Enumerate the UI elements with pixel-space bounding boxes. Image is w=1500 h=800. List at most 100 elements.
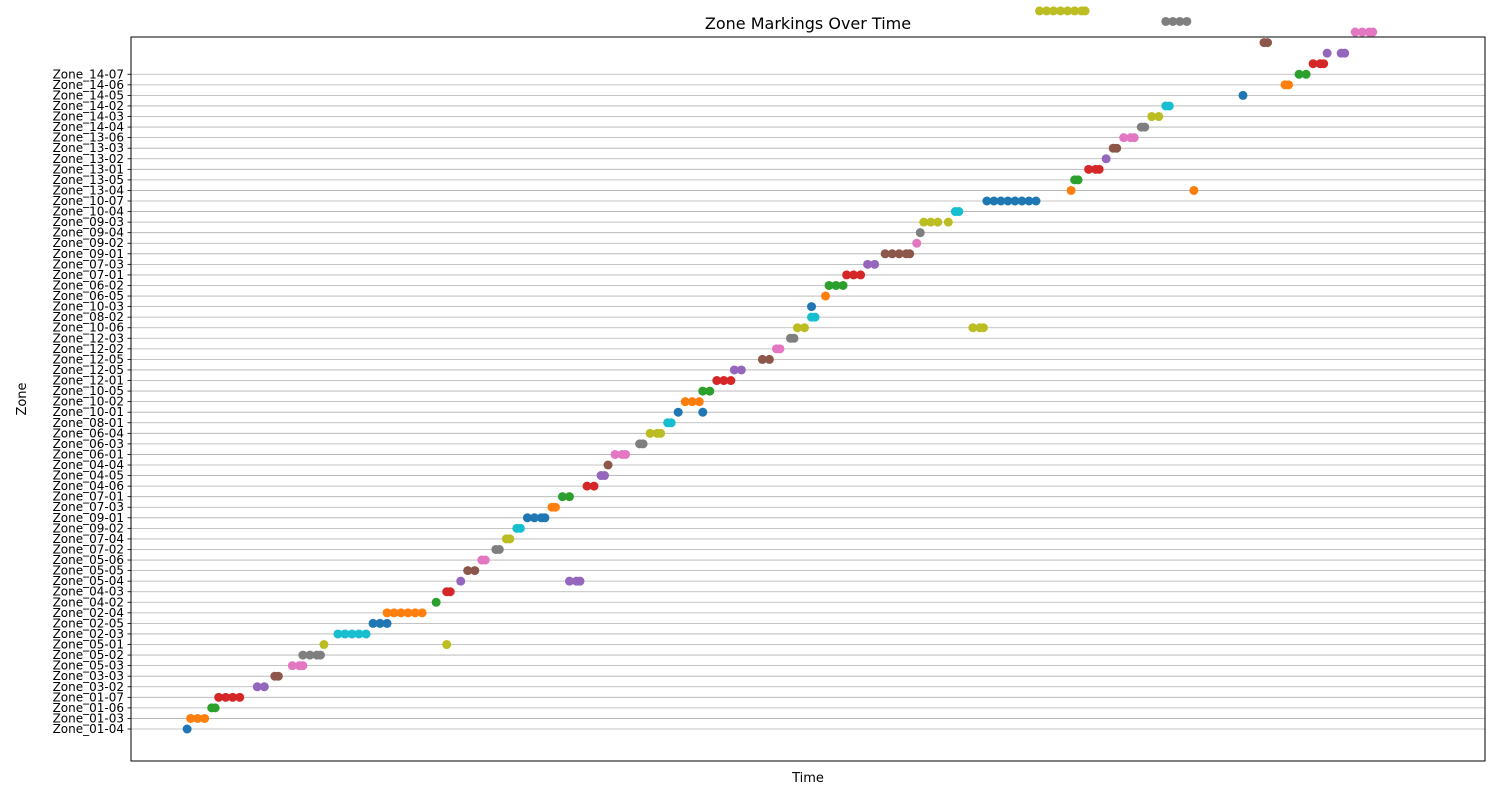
y-tick-label: Zone_08-01 xyxy=(53,416,124,430)
data-point xyxy=(996,196,1006,206)
data-point xyxy=(1094,164,1104,174)
data-point xyxy=(442,640,452,650)
data-point xyxy=(505,534,515,544)
y-tick-label: Zone_13-04 xyxy=(53,183,124,197)
y-tick-label: Zone_09-01 xyxy=(53,511,124,525)
y-tick-label: Zone_07-01 xyxy=(53,268,124,282)
data-point xyxy=(214,692,224,702)
data-point xyxy=(680,397,690,407)
data-point xyxy=(645,428,655,438)
series-14 xyxy=(456,576,585,586)
data-point xyxy=(1168,16,1178,26)
data-point xyxy=(600,471,610,481)
data-point xyxy=(259,682,269,692)
data-point xyxy=(333,629,343,639)
data-point xyxy=(810,312,820,322)
data-point xyxy=(1066,185,1076,195)
data-point xyxy=(1301,69,1311,79)
data-point xyxy=(589,481,599,491)
series-61 xyxy=(1280,80,1294,90)
y-tick-label: Zone_13-02 xyxy=(53,152,124,166)
y-tick-label: Zone_12-01 xyxy=(53,374,124,388)
y-tick-label: Zone_01-06 xyxy=(53,701,124,715)
series-1 xyxy=(186,713,210,723)
y-tick-label: Zone_04-03 xyxy=(53,585,124,599)
data-point xyxy=(1175,16,1185,26)
data-point xyxy=(712,376,722,386)
data-point xyxy=(1340,48,1350,58)
series-46 xyxy=(912,238,922,248)
data-point xyxy=(989,196,999,206)
series-60 xyxy=(1238,90,1248,100)
data-point xyxy=(954,207,964,217)
data-point xyxy=(1056,6,1066,16)
data-point xyxy=(1154,112,1164,122)
y-tick-label: Zone_12-02 xyxy=(53,342,124,356)
data-point xyxy=(792,323,802,333)
y-tick-label: Zone_03-03 xyxy=(53,669,124,683)
data-point xyxy=(515,523,525,533)
y-tick-layer: Zone_01-04Zone_01-03Zone_01-06Zone_01-07… xyxy=(53,67,131,736)
data-point xyxy=(200,713,210,723)
data-point xyxy=(375,618,385,628)
data-point xyxy=(252,682,262,692)
data-point xyxy=(470,566,480,576)
y-tick-label: Zone_10-06 xyxy=(53,321,124,335)
y-tick-label: Zone_01-04 xyxy=(53,722,124,736)
data-point xyxy=(1084,164,1094,174)
y-tick-label: Zone_04-04 xyxy=(53,458,124,472)
data-point xyxy=(698,407,708,417)
data-point xyxy=(1161,16,1171,26)
data-point xyxy=(842,270,852,280)
y-tick-label: Zone_14-06 xyxy=(53,78,124,92)
data-point xyxy=(368,618,378,628)
series-28 xyxy=(645,428,666,438)
data-point xyxy=(638,439,648,449)
data-point xyxy=(1182,16,1192,26)
data-point xyxy=(789,333,799,343)
data-point xyxy=(1368,27,1378,37)
series-0 xyxy=(182,724,192,734)
data-point xyxy=(880,249,890,259)
y-tick-label: Zone_07-01 xyxy=(53,490,124,504)
series-17 xyxy=(491,544,504,554)
data-point xyxy=(870,259,880,269)
data-point xyxy=(431,597,441,607)
data-point xyxy=(228,692,238,702)
data-point xyxy=(621,449,631,459)
data-point xyxy=(1263,38,1273,48)
data-point xyxy=(1024,196,1034,206)
y-tick-label: Zone_05-03 xyxy=(53,659,124,673)
data-point xyxy=(1147,112,1157,122)
data-point xyxy=(557,492,567,502)
data-point xyxy=(319,640,329,650)
series-27 xyxy=(635,439,648,449)
series-4 xyxy=(252,682,269,692)
y-tick-label: Zone_07-03 xyxy=(53,257,124,271)
y-tick-label: Zone_06-05 xyxy=(53,289,124,303)
data-point xyxy=(610,449,620,459)
data-point xyxy=(1129,133,1139,143)
data-point xyxy=(494,544,504,554)
y-tick-label: Zone_06-04 xyxy=(53,426,124,440)
data-point xyxy=(463,566,473,576)
data-point xyxy=(445,587,455,597)
y-tick-label: Zone_12-05 xyxy=(53,352,124,366)
series-52 xyxy=(1070,175,1083,185)
series-55 xyxy=(1108,143,1122,153)
data-point xyxy=(838,280,848,290)
series-3 xyxy=(214,692,245,702)
series-29 xyxy=(663,418,676,428)
data-point xyxy=(1319,59,1329,69)
series-62 xyxy=(1294,69,1311,79)
data-point xyxy=(550,502,560,512)
data-point xyxy=(849,270,859,280)
data-point xyxy=(564,576,574,586)
series-10 xyxy=(368,618,392,628)
y-tick-label: Zone_01-03 xyxy=(53,711,124,725)
data-point xyxy=(1119,133,1129,143)
data-point xyxy=(396,608,406,618)
series-12 xyxy=(431,597,441,607)
